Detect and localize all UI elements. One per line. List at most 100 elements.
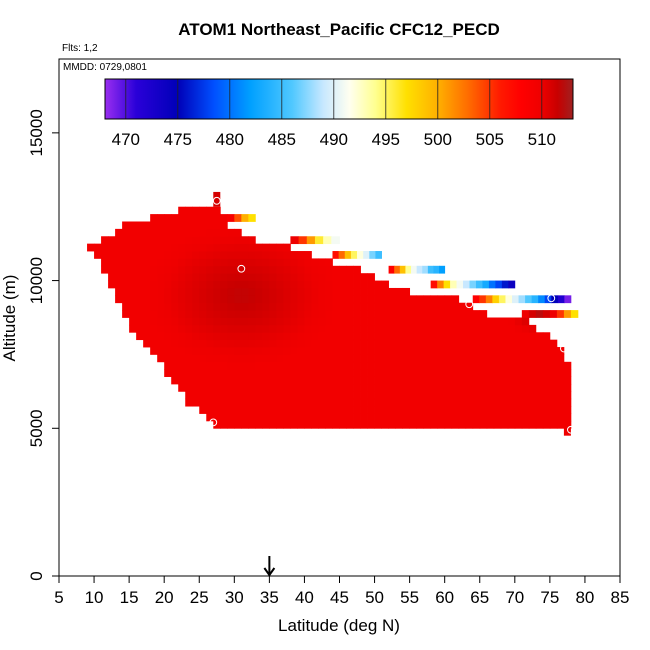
heatmap-cell	[521, 339, 530, 348]
heatmap-cell	[332, 361, 340, 370]
heatmap-cell	[290, 310, 298, 318]
y-tick-label: 15000	[27, 109, 46, 156]
heatmap-cell	[360, 413, 368, 422]
heatmap-cell	[423, 295, 432, 304]
heatmap-cell	[346, 339, 354, 348]
heatmap-cell	[332, 391, 340, 400]
heatmap-cell	[542, 413, 551, 422]
heatmap-cell	[129, 221, 137, 230]
heatmap-cell	[157, 251, 165, 259]
heatmap-cell	[542, 361, 551, 370]
heatmap-cell	[129, 273, 137, 281]
heatmap-cell	[220, 228, 228, 237]
y-axis: 0 5000 10000 15000	[27, 109, 60, 581]
heatmap-cell	[213, 369, 221, 377]
heatmap-cell	[283, 310, 291, 318]
heatmap-cell	[115, 295, 123, 304]
heatmap-cell	[262, 317, 270, 326]
heatmap-cell	[283, 406, 291, 414]
heatmap-cell	[304, 361, 312, 370]
heatmap-edge-cell	[518, 295, 526, 304]
heatmap-cell	[381, 391, 389, 400]
heatmap-cell	[465, 406, 474, 414]
heatmap-cell	[262, 273, 270, 281]
heatmap-cell	[269, 324, 277, 333]
heatmap-cell	[339, 398, 347, 407]
heatmap-cell	[318, 383, 326, 392]
heatmap-cell	[339, 369, 347, 377]
heatmap-cell	[521, 332, 530, 341]
heatmap-cell	[556, 406, 565, 414]
heatmap-cell	[276, 258, 284, 267]
heatmap-cell	[220, 324, 228, 333]
heatmap-cell	[255, 354, 263, 363]
heatmap-cell	[423, 310, 432, 318]
heatmap-cell	[542, 354, 551, 363]
heatmap-cell	[395, 347, 404, 355]
heatmap-cell	[227, 287, 235, 296]
heatmap-cell	[528, 420, 537, 429]
heatmap-cell	[472, 376, 481, 385]
heatmap-cell	[437, 324, 446, 333]
heatmap-cell	[143, 324, 151, 333]
heatmap-cell	[542, 406, 551, 414]
heatmap-cell	[493, 324, 502, 333]
heatmap-cell	[507, 369, 516, 377]
heatmap-cell	[164, 265, 172, 274]
heatmap-cell	[199, 391, 207, 400]
heatmap-cell	[451, 376, 460, 385]
heatmap-cell	[325, 383, 333, 392]
heatmap-cell	[444, 317, 453, 326]
heatmap-cell	[409, 413, 418, 422]
heatmap-cell	[276, 383, 284, 392]
heatmap-cell	[276, 317, 284, 326]
heatmap-cell	[451, 413, 460, 422]
heatmap-cell	[122, 273, 130, 281]
flight-point	[567, 425, 575, 434]
heatmap-cell	[227, 317, 235, 326]
heatmap-cell	[416, 391, 425, 400]
heatmap-cell	[318, 361, 326, 370]
heatmap-cell	[493, 347, 502, 355]
heatmap-cell	[465, 413, 474, 422]
heatmap-edge-cell	[556, 310, 565, 318]
heatmap-cell	[556, 391, 565, 400]
heatmap-cell	[269, 391, 277, 400]
heatmap-cell	[199, 376, 207, 385]
heatmap-cell	[290, 287, 298, 296]
heatmap-cell	[423, 413, 432, 422]
heatmap-cell	[129, 302, 137, 311]
heatmap-cell	[304, 295, 312, 304]
heatmap-cell	[528, 354, 537, 363]
heatmap-cell	[297, 302, 305, 311]
heatmap-cell	[353, 354, 361, 363]
heatmap-cell	[199, 354, 207, 363]
heatmap-cell	[192, 361, 200, 370]
heatmap-cell	[318, 317, 326, 326]
heatmap-edge-cell	[492, 295, 500, 304]
heatmap-cell	[458, 361, 467, 370]
flight-point	[209, 418, 218, 427]
heatmap-cell	[360, 347, 368, 355]
heatmap-cell	[346, 391, 354, 400]
heatmap-cell	[192, 324, 200, 333]
heatmap-cell	[500, 413, 509, 422]
x-tick-label: 25	[190, 588, 209, 607]
heatmap-cell	[206, 295, 214, 304]
heatmap-cell	[507, 413, 516, 422]
heatmap-edge-cell	[505, 295, 513, 304]
heatmap-cell	[185, 236, 193, 245]
heatmap-cell	[311, 347, 319, 355]
heatmap-cell	[479, 406, 488, 414]
heatmap-cell	[549, 413, 558, 422]
heatmap-cell	[276, 339, 284, 348]
heatmap-cell	[213, 347, 221, 355]
heatmap-cell	[255, 265, 263, 274]
heatmap-cell	[122, 295, 130, 304]
heatmap-cell	[416, 383, 425, 392]
heatmap-cell	[479, 361, 488, 370]
heatmap-cell	[472, 317, 481, 326]
heatmap-cell	[269, 369, 277, 377]
heatmap-cell	[444, 332, 453, 341]
heatmap-cell	[157, 287, 165, 296]
